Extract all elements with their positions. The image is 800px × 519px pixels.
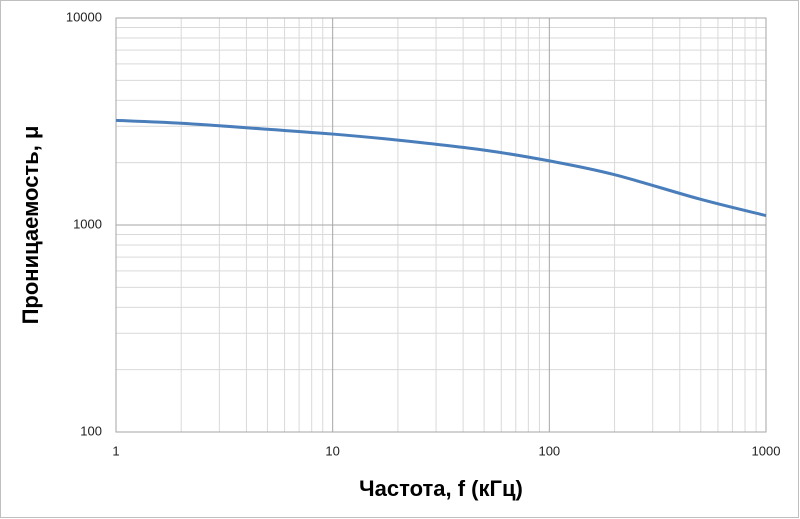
y-tick-label: 10000 (66, 9, 102, 24)
y-tick-label: 100 (80, 423, 102, 438)
x-tick-label: 1 (112, 443, 119, 458)
y-axis-title: Проницаемость, μ (18, 126, 43, 325)
x-tick-label: 100 (538, 443, 560, 458)
x-tick-label: 10 (325, 443, 339, 458)
plot-border (115, 17, 767, 433)
x-tick-label: 1000 (752, 443, 781, 458)
x-axis-title: Частота, f (кГц) (359, 476, 523, 501)
y-tick-label: 1000 (73, 216, 102, 231)
data-line (115, 118, 767, 218)
